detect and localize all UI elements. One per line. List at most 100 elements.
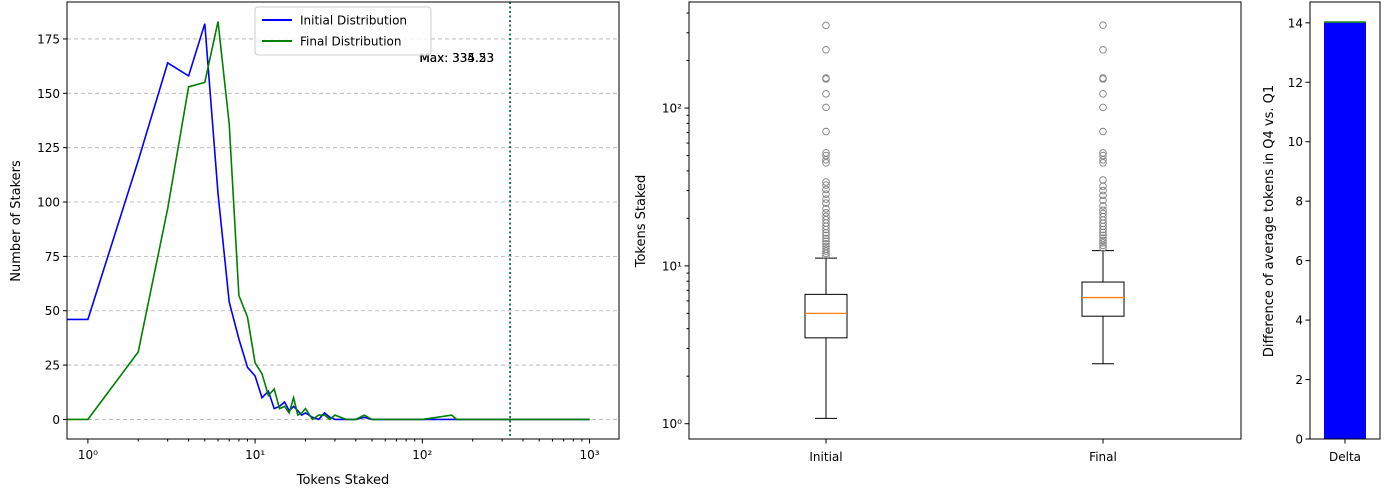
y-gridlines	[67, 38, 619, 420]
x-ticks: Delta	[1329, 439, 1361, 464]
y-axis-label: Difference of average tokens in Q4 vs. Q…	[1262, 85, 1277, 357]
flier-point	[822, 205, 830, 213]
legend-box	[254, 6, 432, 56]
y-tick-label: 0	[52, 413, 60, 427]
flier-point	[1099, 74, 1107, 82]
y-tick-label: 10¹	[662, 259, 682, 273]
y-tick-label: 75	[45, 250, 60, 264]
y-tick-label: 125	[37, 141, 60, 155]
x-tick-label: 10¹	[245, 448, 265, 462]
y-ticks: 0 25 50 75 100 125 150 175	[37, 32, 67, 427]
flier-point	[822, 151, 830, 160]
y-tick-label: 150	[37, 87, 60, 101]
series-line	[67, 23, 590, 421]
max-label: Max: 335.53	[420, 51, 495, 65]
y-tick-label: 4	[1295, 314, 1303, 328]
x-axis-label: Tokens Staked	[296, 473, 390, 488]
flier-point	[822, 46, 830, 54]
plot-frame	[66, 1, 620, 440]
box-initial	[804, 21, 848, 419]
y-tick-label: 10	[1288, 135, 1303, 149]
y-tick-label: 12	[1288, 76, 1303, 90]
series-0	[67, 23, 590, 421]
series-lines	[67, 21, 590, 421]
bar-delta	[1324, 22, 1366, 440]
flier-point	[822, 74, 830, 82]
series-1	[67, 21, 590, 421]
y-tick-label: 6	[1295, 254, 1303, 268]
legend-label-initial: Initial Distribution	[300, 14, 407, 28]
flier-point	[822, 212, 830, 221]
flier-point	[1099, 206, 1107, 215]
x-ticks: 10⁰ 10¹ 10² 10³	[78, 439, 600, 462]
x-tick-label: 10⁰	[78, 448, 98, 462]
flier-point	[1099, 234, 1107, 242]
delta-bar-chart: Delta 0 2 4 6 8 10 12 14 Difference of average …	[1262, 1, 1381, 464]
flier-point	[1099, 239, 1107, 247]
y-tick-label: 14	[1288, 16, 1303, 30]
flier-point	[822, 209, 830, 217]
y-tick-label: 50	[45, 304, 60, 318]
iqr-box	[804, 293, 848, 339]
flier-point	[1099, 209, 1107, 218]
y-tick-label: 10²	[662, 102, 682, 116]
flier-point	[822, 231, 830, 240]
y-axis-label: Tokens Staked	[634, 175, 649, 269]
flier-point	[1099, 182, 1107, 190]
flier-point	[822, 103, 830, 112]
flier-point	[822, 21, 830, 30]
y-tick-label: 10⁰	[662, 417, 682, 431]
x-ticks: Initial Final	[809, 439, 1117, 464]
y-tick-label: 25	[45, 359, 60, 373]
flier-point	[1099, 46, 1107, 54]
x-tick-label: 10³	[580, 448, 600, 462]
plot-frame	[688, 1, 1242, 440]
flier-point	[1099, 151, 1107, 160]
flier-point	[822, 195, 830, 203]
flier-point	[822, 127, 830, 136]
tokens-boxplot: Initial Final 10⁰ 10¹ 10² Tokens Staked	[634, 1, 1242, 464]
flier-point	[822, 199, 830, 207]
bar-top-edge	[1324, 21, 1366, 23]
box-final	[1081, 21, 1125, 365]
flier-point	[822, 242, 830, 251]
flier-point	[1099, 103, 1107, 112]
flier-point	[822, 247, 830, 255]
x-tick-label: Final	[1089, 450, 1117, 464]
flier-point	[822, 240, 830, 248]
flier-point	[822, 149, 830, 157]
legend-label-final: Final Distribution	[300, 35, 401, 49]
flier-point	[1099, 149, 1107, 157]
flier-point	[822, 90, 830, 98]
flier-point	[1099, 186, 1107, 195]
flier-point	[1099, 90, 1107, 98]
max-label: Max: 334.23	[419, 51, 494, 65]
series-line	[67, 21, 590, 421]
distribution-line-chart: 10⁰ 10¹ 10² 10³ 0 25 50 75 100 125 150 175 Max: 33…	[9, 1, 620, 488]
flier-point	[1099, 159, 1107, 167]
x-tick-label: 10²	[412, 448, 432, 462]
boxes	[804, 21, 1125, 419]
flier-point	[822, 237, 830, 246]
flier-point	[1099, 228, 1107, 237]
y-tick-label: 0	[1295, 433, 1303, 447]
y-tick-label: 175	[37, 32, 60, 46]
y-tick-label: 100	[37, 196, 60, 210]
flier-point	[1099, 176, 1107, 184]
legend: Initial Distribution Final Distribution	[254, 6, 432, 56]
flier-point	[822, 185, 830, 194]
flier-point	[822, 178, 830, 186]
flier-point	[1099, 191, 1107, 200]
iqr-box	[1081, 281, 1125, 317]
flier-point	[1099, 21, 1107, 29]
x-tick-label: Delta	[1329, 450, 1361, 464]
bars	[1324, 21, 1366, 440]
flier-point	[1099, 202, 1107, 210]
flier-point	[822, 234, 830, 243]
y-ticks: 10⁰ 10¹ 10²	[662, 12, 689, 431]
x-tick-label: Initial	[809, 450, 842, 464]
flier-point	[1099, 196, 1107, 205]
flier-point	[822, 181, 830, 189]
